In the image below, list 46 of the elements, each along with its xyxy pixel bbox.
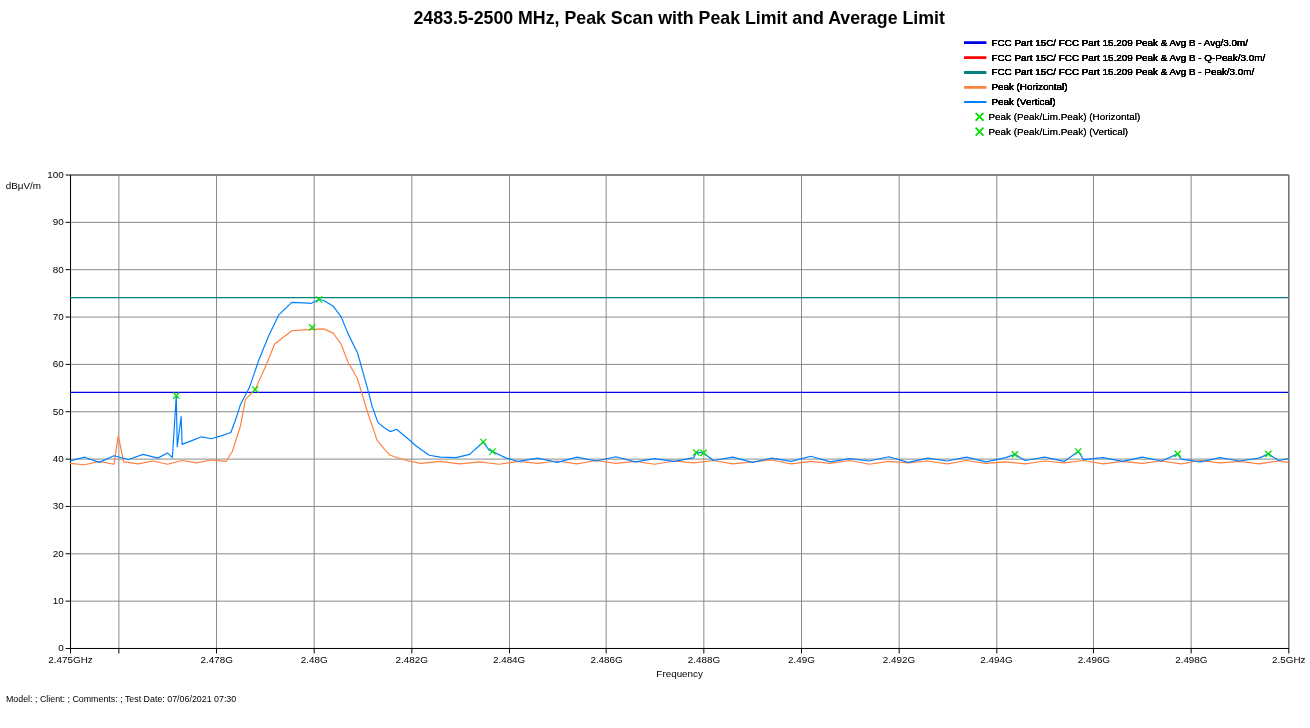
y-tick-label: 0 xyxy=(58,642,65,654)
point xyxy=(1173,450,1182,458)
legend-label: FCC Part 15C/ FCC Part 15.209 Peak & Avg B - Avg/3.0m/ xyxy=(991,36,1249,48)
line-series xyxy=(70,328,1289,466)
x-tick-label: 2.488G xyxy=(687,654,721,666)
chart-title: 2483.5-2500 MHz, Peak Scan with Peak Limit and Average Limit xyxy=(413,7,945,28)
x-tick-label: 2.48G xyxy=(300,654,328,666)
point xyxy=(479,438,488,446)
point xyxy=(172,391,181,400)
x-tick-label: 2.492G xyxy=(882,654,916,666)
point xyxy=(1264,450,1273,458)
legend-label: FCC Part 15C/ FCC Part 15.209 Peak & Avg B - Peak/3.0m/ xyxy=(991,66,1255,78)
y-tick-label: 70 xyxy=(52,311,65,323)
legend-label: Peak (Vertical) xyxy=(991,95,1056,107)
x-tick-label: 2.49G xyxy=(788,654,815,666)
point xyxy=(315,295,323,304)
legend-label: Peak (Horizontal) xyxy=(991,81,1068,93)
legend-label: Peak (Peak/Lim.Peak) (Vertical) xyxy=(988,125,1129,137)
point xyxy=(1011,450,1019,459)
y-tick-label: 60 xyxy=(52,358,65,370)
line-series xyxy=(70,298,1289,463)
legend-label: FCC Part 15C/ FCC Part 15.209 Peak & Avg B - Q-Peak/3.0m/ xyxy=(991,51,1266,63)
legend-label: Peak (Peak/Lim.Peak) (Horizontal) xyxy=(988,110,1141,122)
x-tick-label: 2.494G xyxy=(980,654,1013,666)
x-tick-label: 2.475GHz xyxy=(48,654,93,666)
y-tick-label: 50 xyxy=(52,405,65,417)
y-axis-title: dBμV/m xyxy=(5,179,41,191)
y-tick-label: 80 xyxy=(52,263,65,275)
y-tick-label: 20 xyxy=(52,547,65,559)
point xyxy=(251,385,259,394)
x-tick-label: 2.496G xyxy=(1077,654,1111,666)
x-tick-label: 2.486G xyxy=(590,654,623,666)
x-axis-title: Frequency xyxy=(656,668,704,680)
y-tick-label: 40 xyxy=(52,453,65,465)
x-tick-label: 2.482G xyxy=(395,654,428,666)
point xyxy=(308,323,316,332)
text: Model: ; Client: ; Comments: ; Test Date: 07/06/2021 07:30 xyxy=(5,694,237,705)
x-tick-label: 2.5GHz xyxy=(1272,654,1306,666)
x-tick-label: 2.484G xyxy=(492,654,526,666)
y-tick-label: 30 xyxy=(52,500,65,512)
y-tick-label: 100 xyxy=(47,168,65,180)
y-tick-label: 10 xyxy=(52,595,65,607)
point xyxy=(1074,447,1083,456)
x-tick-label: 2.498G xyxy=(1175,654,1208,666)
y-tick-label: 90 xyxy=(52,216,65,228)
x-tick-label: 2.478G xyxy=(200,654,233,666)
